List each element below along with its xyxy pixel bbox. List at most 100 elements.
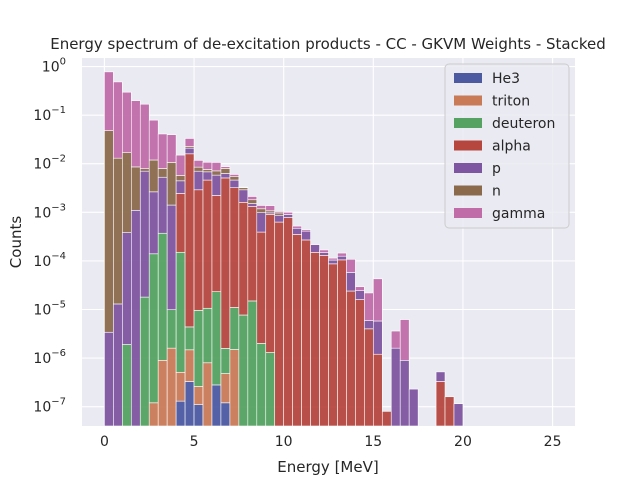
legend-label-triton: triton (492, 94, 530, 110)
bar-alpha (346, 290, 356, 427)
bar-p (292, 227, 302, 235)
bar-deuteron (184, 326, 195, 351)
bar-deuteron (193, 310, 204, 387)
bar-p (113, 303, 123, 427)
x-tick-label: 20 (454, 434, 472, 450)
y-tick-label: 10−7 (33, 397, 66, 416)
bar-deuteron (175, 251, 186, 373)
bar-p (184, 147, 195, 155)
x-tick-label: 25 (544, 434, 562, 450)
legend-swatch-gamma (454, 208, 482, 218)
bar-deuteron (220, 348, 231, 374)
bar-n (193, 166, 204, 172)
bar-deuteron (265, 352, 276, 427)
bar-deuteron (229, 307, 240, 350)
bar-alpha (310, 252, 320, 427)
x-tick-label: 0 (100, 434, 109, 450)
x-tick-label: 10 (275, 434, 293, 450)
legend-swatch-alpha (454, 140, 482, 151)
bar-p (104, 331, 114, 427)
bar-alpha (301, 239, 311, 427)
bar-triton (148, 402, 159, 427)
chart-title: Energy spectrum of de-excitation product… (50, 35, 606, 53)
bar-p (435, 371, 446, 382)
bar-gamma (122, 91, 132, 153)
legend-label-p: p (492, 161, 501, 177)
bar-n (113, 157, 123, 305)
legend-swatch-triton (454, 95, 482, 106)
bar-n (104, 130, 114, 333)
bar-alpha (381, 411, 392, 427)
bar-alpha (238, 201, 249, 316)
bar-p (346, 272, 356, 292)
bar-alpha (292, 234, 302, 427)
bar-n (139, 168, 150, 172)
bar-p (355, 290, 365, 300)
bar-p (256, 212, 267, 233)
bar-gamma (211, 162, 222, 172)
bar-alpha (202, 179, 213, 309)
bar-p (166, 204, 177, 311)
bar-triton (175, 371, 186, 402)
legend-label-alpha: alpha (492, 139, 531, 155)
bar-n (211, 170, 222, 176)
bar-gamma (175, 154, 186, 176)
bar-alpha (184, 153, 195, 328)
bar-gamma (184, 138, 195, 147)
bar-p (139, 170, 150, 298)
bar-gamma (247, 196, 258, 201)
bar-he3 (220, 402, 231, 427)
bar-n (238, 187, 249, 191)
bar-n (157, 168, 168, 178)
bar-deuteron (148, 253, 159, 404)
bar-p (193, 170, 204, 191)
legend: He3 triton deuteron alpha pn gamma (444, 63, 570, 229)
x-tick-label: 5 (190, 434, 199, 450)
bar-gamma (193, 160, 204, 168)
bar-deuteron (139, 296, 150, 427)
bar-p (408, 388, 419, 427)
legend-label-deuteron: deuteron (492, 116, 555, 132)
bar-p (157, 176, 168, 234)
bar-p (301, 230, 311, 241)
legend-swatch-he3 (454, 73, 482, 83)
bar-p (373, 320, 383, 355)
bar-alpha (274, 221, 284, 427)
bar-gamma (265, 205, 276, 212)
bar-gamma (346, 258, 356, 273)
bars (104, 71, 464, 427)
bar-gamma (399, 319, 410, 361)
bar-gamma (157, 133, 168, 169)
bar-p (220, 173, 231, 179)
bar-n (256, 208, 267, 214)
bar-alpha (373, 353, 383, 427)
bar-p (229, 179, 240, 189)
bar-p (319, 252, 329, 256)
bar-n (274, 212, 284, 216)
bar-gamma (328, 257, 338, 261)
bar-p (390, 347, 401, 427)
bar-triton (184, 349, 195, 382)
bar-p (122, 232, 132, 345)
bar-p (310, 244, 320, 253)
y-tick-label: 100 (42, 57, 66, 76)
bar-alpha (337, 259, 347, 427)
bar-gamma (113, 81, 123, 159)
bar-deuteron (256, 343, 267, 427)
bar-p (211, 174, 222, 196)
legend-label-n: n (492, 184, 501, 200)
legend-swatch-deuteron (454, 118, 482, 128)
x-tick-labels: 0 5 10 15 20 25 (100, 434, 562, 450)
bar-gamma (319, 249, 329, 253)
bar-gamma (274, 211, 284, 214)
bar-n (229, 176, 240, 181)
bar-alpha (364, 328, 374, 427)
bar-he3 (193, 404, 204, 427)
bar-gamma (139, 103, 150, 169)
bar-n (202, 169, 213, 173)
bar-n (247, 199, 258, 204)
bar-p (202, 171, 213, 181)
y-tick-label: 10−5 (33, 299, 66, 318)
bar-alpha (220, 177, 231, 349)
legend-label-gamma: gamma (492, 206, 545, 222)
